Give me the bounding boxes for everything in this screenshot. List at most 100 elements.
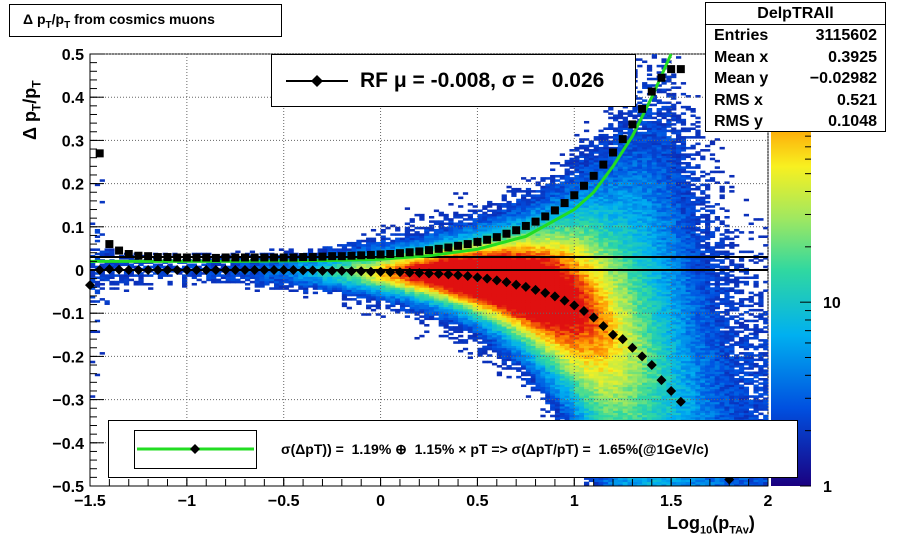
heat-cell xyxy=(554,315,561,318)
heat-cell xyxy=(375,302,381,305)
heat-cell xyxy=(429,285,435,288)
heat-cell xyxy=(550,181,556,184)
heat-cell xyxy=(608,203,614,206)
heat-cell xyxy=(535,378,541,381)
heat-cell xyxy=(559,384,565,388)
heat-cell xyxy=(303,274,309,277)
heat-cell xyxy=(419,235,425,238)
heat-cell xyxy=(613,339,619,342)
heat-cell xyxy=(603,367,609,370)
heat-cell xyxy=(491,308,498,312)
heat-cell xyxy=(462,293,469,297)
heat-cell xyxy=(521,356,527,359)
heat-cell xyxy=(448,257,454,260)
heat-cell xyxy=(182,285,188,288)
heat-cell xyxy=(211,278,217,282)
heat-cell xyxy=(583,162,590,165)
heat-cell xyxy=(491,263,498,267)
heat-cell xyxy=(525,278,532,282)
heat-cell xyxy=(90,360,96,364)
heat-cell xyxy=(496,289,503,292)
heat-cell xyxy=(574,362,580,366)
heat-cell xyxy=(404,231,411,234)
heat-cell xyxy=(559,192,565,195)
heat-cell xyxy=(540,241,546,245)
heat-cell xyxy=(608,319,614,323)
heat-cell xyxy=(496,304,503,308)
heat-cell xyxy=(569,393,575,396)
heat-cell xyxy=(603,291,609,295)
heat-cell xyxy=(501,330,507,334)
heat-cell xyxy=(477,352,483,355)
heat-cell xyxy=(506,352,512,355)
heat-cell xyxy=(521,334,527,338)
heat-cell xyxy=(569,287,575,290)
heat-cell xyxy=(385,259,391,262)
heat-cell xyxy=(462,285,469,288)
heat-cell xyxy=(583,397,590,400)
heat-cell xyxy=(593,263,599,267)
heat-cell xyxy=(554,369,561,372)
heat-cell xyxy=(467,298,473,301)
heat-cell xyxy=(559,382,565,385)
heat-cell xyxy=(496,226,503,230)
heat-cell xyxy=(593,388,599,392)
heat-cell xyxy=(395,276,401,280)
heat-cell xyxy=(598,142,604,146)
heat-cell xyxy=(370,291,377,295)
heat-cell xyxy=(598,252,604,256)
heat-cell xyxy=(385,298,391,301)
heat-cell xyxy=(569,321,575,325)
heat-cell xyxy=(588,352,595,355)
heat-cell xyxy=(559,278,565,282)
heat-cell xyxy=(550,317,556,321)
heat-cell xyxy=(574,403,580,407)
heat-cell xyxy=(559,343,565,346)
heat-cell xyxy=(598,295,604,299)
heat-cell xyxy=(525,330,532,334)
heat-cell xyxy=(419,276,425,280)
heat-cell xyxy=(501,194,507,197)
heat-cell xyxy=(119,278,125,282)
heat-cell xyxy=(467,272,473,275)
heat-cell xyxy=(356,289,362,292)
heat-cell xyxy=(583,416,590,420)
heat-cell xyxy=(351,263,357,267)
heat-cell xyxy=(550,330,556,334)
heat-cell xyxy=(399,241,406,245)
heat-cell xyxy=(249,274,256,277)
heat-cell xyxy=(608,272,614,275)
heat-cell xyxy=(569,347,575,351)
heat-cell xyxy=(487,306,493,310)
heat-cell xyxy=(593,220,599,223)
heat-cell xyxy=(608,181,614,184)
heat-cell xyxy=(370,239,377,243)
heat-cell xyxy=(598,362,604,366)
heat-cell xyxy=(540,330,546,334)
heat-cell xyxy=(569,384,575,388)
heat-cell xyxy=(487,313,493,316)
heat-cell xyxy=(583,399,590,403)
heat-cell xyxy=(419,289,425,292)
heat-cell xyxy=(530,332,536,336)
heat-cell xyxy=(564,386,570,390)
heat-cell xyxy=(409,306,415,310)
heat-cell xyxy=(453,216,459,219)
heat-cell xyxy=(438,265,444,269)
heat-cell xyxy=(477,261,483,264)
heat-cell xyxy=(516,265,522,269)
heat-cell xyxy=(564,270,570,273)
heat-cell xyxy=(356,291,362,295)
heat-cell xyxy=(521,241,527,245)
heat-cell xyxy=(593,138,599,141)
heat-cell xyxy=(404,274,411,277)
heat-cell xyxy=(603,261,609,264)
heat-cell xyxy=(399,237,406,241)
heat-cell xyxy=(545,317,551,321)
heat-cell xyxy=(414,287,420,290)
heat-cell xyxy=(317,276,323,280)
heat-cell xyxy=(540,280,546,284)
heat-cell xyxy=(569,246,575,249)
heat-cell xyxy=(443,300,449,303)
heat-cell xyxy=(312,280,319,284)
